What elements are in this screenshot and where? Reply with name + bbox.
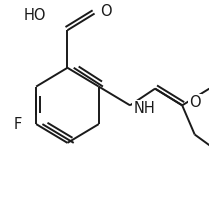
- Text: O: O: [189, 95, 201, 110]
- Text: HO: HO: [24, 8, 47, 23]
- Text: O: O: [100, 4, 112, 19]
- Text: NH: NH: [133, 101, 155, 116]
- Text: F: F: [13, 117, 22, 132]
